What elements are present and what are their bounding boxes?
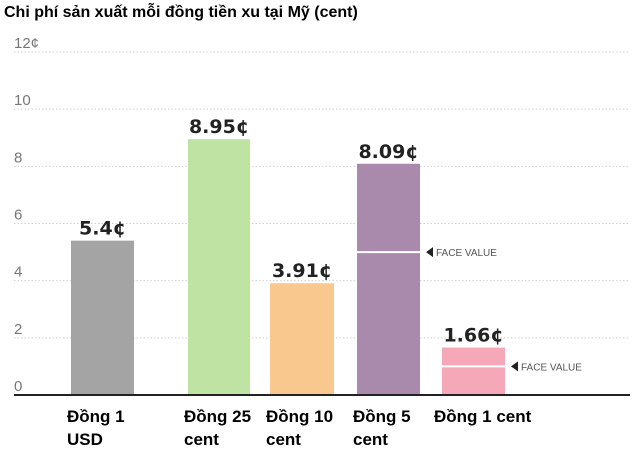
face-value-arrow-icon [426,247,433,258]
category-label: cent [184,430,219,449]
face-value-label: FACE VALUE [436,248,497,259]
y-tick-label: 10 [14,92,31,109]
chart-title: Chi phí sản xuất mỗi đồng tiền xu tại Mỹ… [4,4,358,21]
face-value-arrow-icon [511,361,518,372]
data-label: 8.95¢ [189,116,249,138]
y-tick-label: 4 [14,264,22,281]
bar [188,139,250,395]
category-label: Đồng 5 [353,407,411,426]
category-label: cent [266,430,301,449]
category-label: Đồng 10 [266,407,333,426]
category-label: Đồng 1 [67,407,125,426]
y-tick-label: 6 [14,207,22,224]
bar [71,240,134,395]
category-label: Đồng 1 cent [434,407,532,426]
y-tick-label: 0 [14,378,22,395]
data-label: 8.09¢ [358,141,418,163]
category-label: cent [353,430,388,449]
data-label: 3.91¢ [272,260,332,282]
category-label: USD [67,430,103,449]
bar [357,163,420,395]
y-tick-label: 12¢ [14,35,39,52]
face-value-label: FACE VALUE [521,362,582,373]
bar [442,347,505,395]
bar [270,283,334,395]
data-label: 1.66¢ [443,325,503,347]
data-label: 5.4¢ [79,218,126,240]
category-label: Đồng 25 [184,407,251,426]
y-tick-label: 2 [14,321,22,338]
y-tick-label: 8 [14,149,22,166]
